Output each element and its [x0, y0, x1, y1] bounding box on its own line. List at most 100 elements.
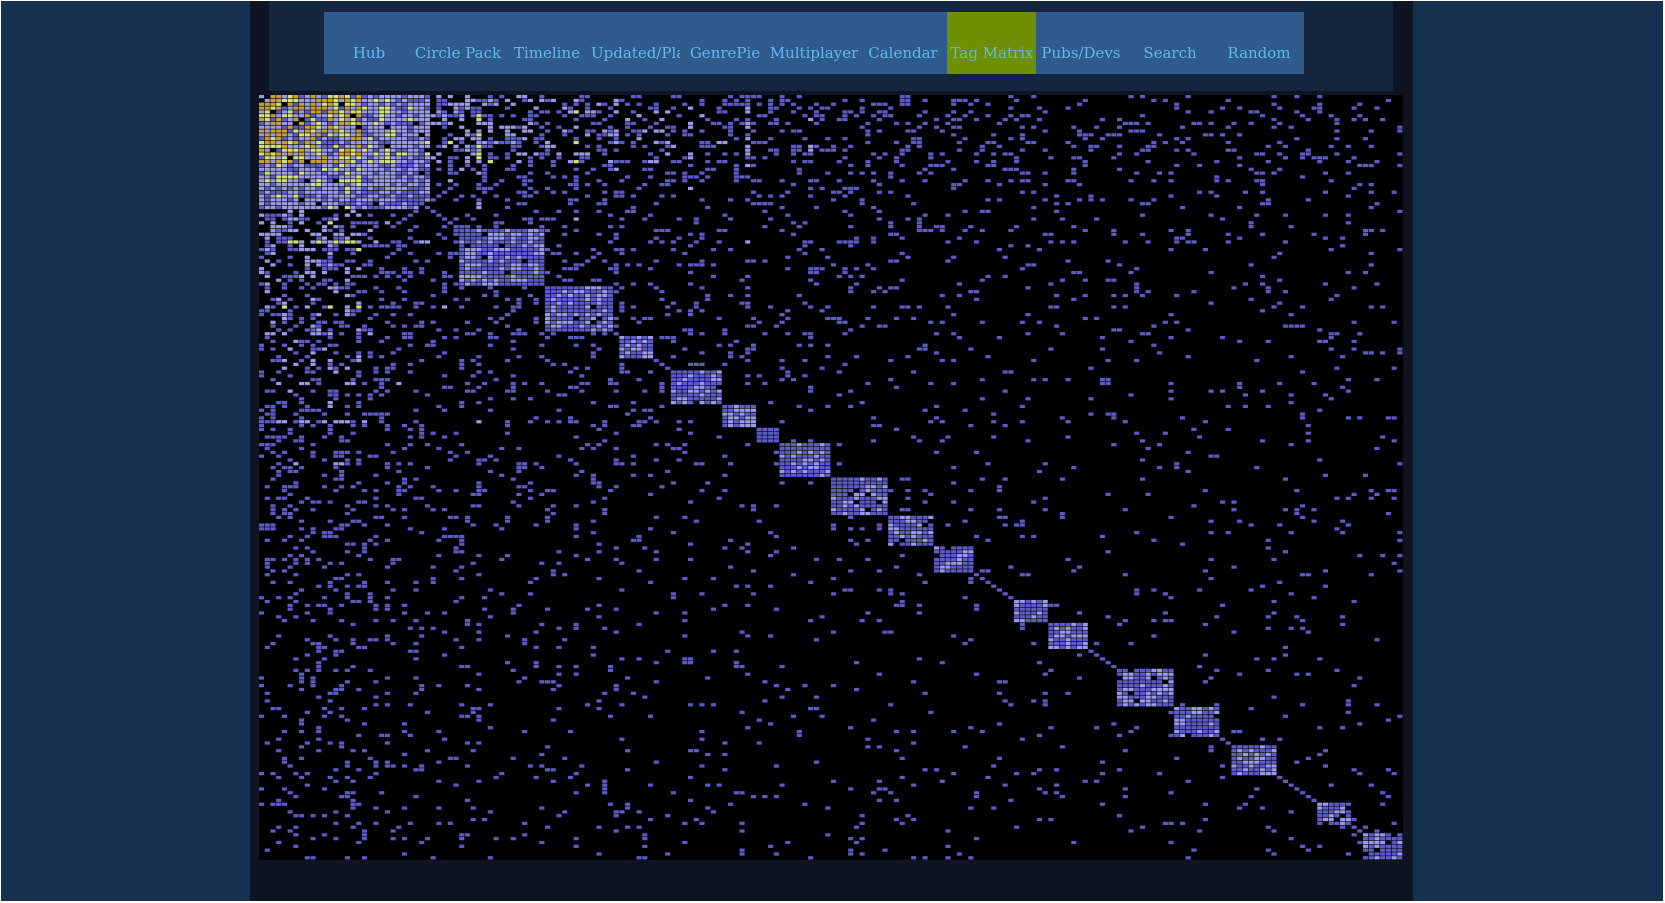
matrix-cell[interactable]	[693, 389, 699, 393]
matrix-cell[interactable]	[333, 534, 339, 539]
matrix-cell[interactable]	[985, 163, 991, 168]
matrix-cell[interactable]	[464, 102, 471, 106]
matrix-cell[interactable]	[567, 458, 573, 462]
matrix-cell[interactable]	[367, 121, 373, 126]
matrix-cell[interactable]	[504, 255, 511, 259]
matrix-cell[interactable]	[384, 412, 390, 416]
matrix-cell[interactable]	[853, 496, 859, 500]
matrix-cell[interactable]	[373, 137, 379, 141]
matrix-cell[interactable]	[676, 217, 682, 221]
matrix-cell[interactable]	[1380, 351, 1386, 355]
matrix-cell[interactable]	[699, 144, 705, 148]
matrix-cell[interactable]	[802, 332, 808, 336]
matrix-cell[interactable]	[796, 469, 802, 474]
matrix-cell[interactable]	[602, 626, 608, 630]
matrix-cell[interactable]	[316, 110, 322, 114]
matrix-cell[interactable]	[1008, 95, 1014, 99]
matrix-cell[interactable]	[504, 125, 511, 129]
matrix-cell[interactable]	[796, 466, 802, 470]
matrix-cell[interactable]	[361, 106, 368, 110]
matrix-cell[interactable]	[876, 569, 882, 573]
matrix-cell[interactable]	[790, 378, 797, 382]
matrix-cell[interactable]	[407, 194, 413, 198]
matrix-cell[interactable]	[310, 167, 316, 171]
matrix-cell[interactable]	[522, 152, 528, 156]
matrix-cell[interactable]	[504, 313, 511, 317]
matrix-cell[interactable]	[299, 423, 305, 428]
matrix-cell[interactable]	[1168, 389, 1174, 393]
matrix-cell[interactable]	[304, 137, 310, 141]
matrix-cell[interactable]	[836, 320, 842, 324]
matrix-cell[interactable]	[447, 186, 453, 191]
matrix-cell[interactable]	[339, 160, 345, 164]
matrix-cell[interactable]	[1059, 477, 1065, 481]
matrix-cell[interactable]	[556, 814, 562, 818]
matrix-cell[interactable]	[321, 163, 328, 168]
matrix-cell[interactable]	[1254, 213, 1260, 217]
matrix-cell[interactable]	[487, 267, 493, 271]
matrix-cell[interactable]	[1168, 228, 1174, 233]
matrix-cell[interactable]	[379, 110, 385, 114]
matrix-cell[interactable]	[1334, 121, 1340, 126]
matrix-cell[interactable]	[419, 687, 425, 692]
matrix-cell[interactable]	[688, 244, 694, 248]
matrix-cell[interactable]	[419, 190, 425, 194]
matrix-cell[interactable]	[333, 687, 339, 692]
matrix-cell[interactable]	[756, 435, 762, 439]
matrix-cell[interactable]	[487, 117, 493, 122]
matrix-cell[interactable]	[270, 248, 276, 252]
matrix-cell[interactable]	[304, 175, 310, 179]
matrix-cell[interactable]	[1288, 125, 1294, 129]
matrix-cell[interactable]	[991, 420, 997, 424]
matrix-cell[interactable]	[1145, 144, 1151, 148]
matrix-cell[interactable]	[716, 401, 722, 405]
matrix-cell[interactable]	[562, 278, 568, 282]
matrix-cell[interactable]	[304, 293, 310, 298]
matrix-cell[interactable]	[630, 121, 636, 126]
matrix-cell[interactable]	[585, 102, 591, 106]
matrix-cell[interactable]	[396, 125, 402, 129]
matrix-cell[interactable]	[733, 584, 739, 588]
matrix-cell[interactable]	[333, 267, 339, 271]
matrix-cell[interactable]	[316, 144, 322, 148]
matrix-cell[interactable]	[567, 182, 573, 187]
matrix-cell[interactable]	[596, 542, 602, 546]
matrix-cell[interactable]	[1397, 125, 1403, 129]
matrix-cell[interactable]	[259, 523, 265, 527]
matrix-cell[interactable]	[361, 328, 368, 332]
matrix-cell[interactable]	[796, 462, 802, 466]
matrix-cell[interactable]	[259, 160, 265, 164]
matrix-cell[interactable]	[1231, 508, 1237, 512]
matrix-cell[interactable]	[287, 190, 293, 194]
matrix-cell[interactable]	[539, 274, 545, 279]
matrix-cell[interactable]	[510, 500, 516, 504]
matrix-cell[interactable]	[304, 328, 310, 332]
matrix-cell[interactable]	[1014, 225, 1020, 229]
matrix-cell[interactable]	[1082, 163, 1088, 168]
matrix-cell[interactable]	[728, 248, 734, 252]
matrix-cell[interactable]	[516, 504, 522, 508]
matrix-cell[interactable]	[682, 378, 688, 382]
matrix-cell[interactable]	[476, 117, 482, 122]
matrix-cell[interactable]	[585, 703, 591, 707]
matrix-cell[interactable]	[1231, 500, 1237, 504]
matrix-cell[interactable]	[384, 462, 390, 466]
matrix-cell[interactable]	[281, 293, 287, 298]
matrix-cell[interactable]	[419, 240, 425, 244]
matrix-cell[interactable]	[361, 829, 368, 833]
matrix-cell[interactable]	[647, 125, 654, 129]
matrix-cell[interactable]	[545, 290, 551, 294]
matrix-cell[interactable]	[321, 148, 328, 152]
matrix-cell[interactable]	[1294, 110, 1300, 114]
matrix-cell[interactable]	[728, 351, 734, 355]
matrix-cell[interactable]	[602, 163, 608, 168]
matrix-cell[interactable]	[1025, 286, 1031, 290]
matrix-cell[interactable]	[625, 339, 631, 344]
matrix-cell[interactable]	[339, 263, 345, 267]
matrix-cell[interactable]	[1305, 431, 1311, 435]
matrix-cell[interactable]	[339, 202, 345, 206]
matrix-cell[interactable]	[321, 121, 328, 126]
matrix-cell[interactable]	[596, 328, 602, 332]
matrix-cell[interactable]	[287, 209, 293, 213]
matrix-cell[interactable]	[853, 282, 859, 286]
